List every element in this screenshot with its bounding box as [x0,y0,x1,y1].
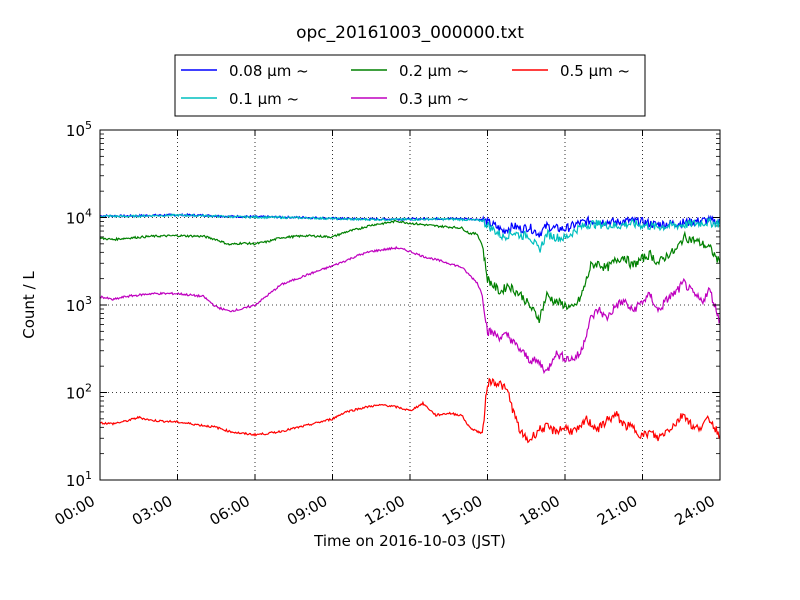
y-tick-label: 103 [66,294,92,315]
x-tick-label: 21:00 [594,492,640,529]
x-tick-label: 06:00 [207,492,253,529]
minor-ticks [100,133,720,455]
x-tick-label: 09:00 [284,492,330,529]
series-line-2 [100,220,720,324]
chart-title: opc_20161003_000000.txt [296,23,524,43]
legend-label-1: 0.1 µm ~ [229,90,299,108]
y-axis-label: Count / L [20,271,38,339]
y-axis: 101 102 103 104 105 [66,119,720,490]
legend: 0.08 µm ~ 0.1 µm ~ 0.2 µm ~ 0.3 µm ~ 0.5 µm … [174,54,646,117]
series-lines [100,212,720,444]
x-tick-label: 03:00 [129,492,175,529]
series-line-3 [100,245,720,375]
legend-label-4: 0.5 µm ~ [560,62,630,80]
y-tick-label: 104 [66,207,92,228]
x-tick-label: 00:00 [52,492,98,529]
legend-label-2: 0.2 µm ~ [399,62,469,80]
x-tick-label: 18:00 [517,492,563,529]
legend-label-3: 0.3 µm ~ [399,90,469,108]
series-line-1 [100,213,720,253]
y-tick-label: 102 [66,382,92,403]
legend-label-0: 0.08 µm ~ [229,62,309,80]
x-tick-label: 15:00 [439,492,485,529]
x-tick-label: 24:00 [672,492,718,529]
series-line-4 [100,377,720,444]
x-axis-label: Time on 2016-10-03 (JST) [313,532,506,550]
y-tick-label: 101 [66,469,92,490]
x-tick-label: 12:00 [362,492,408,529]
y-tick-label: 105 [66,119,92,140]
legend-box [174,54,646,117]
